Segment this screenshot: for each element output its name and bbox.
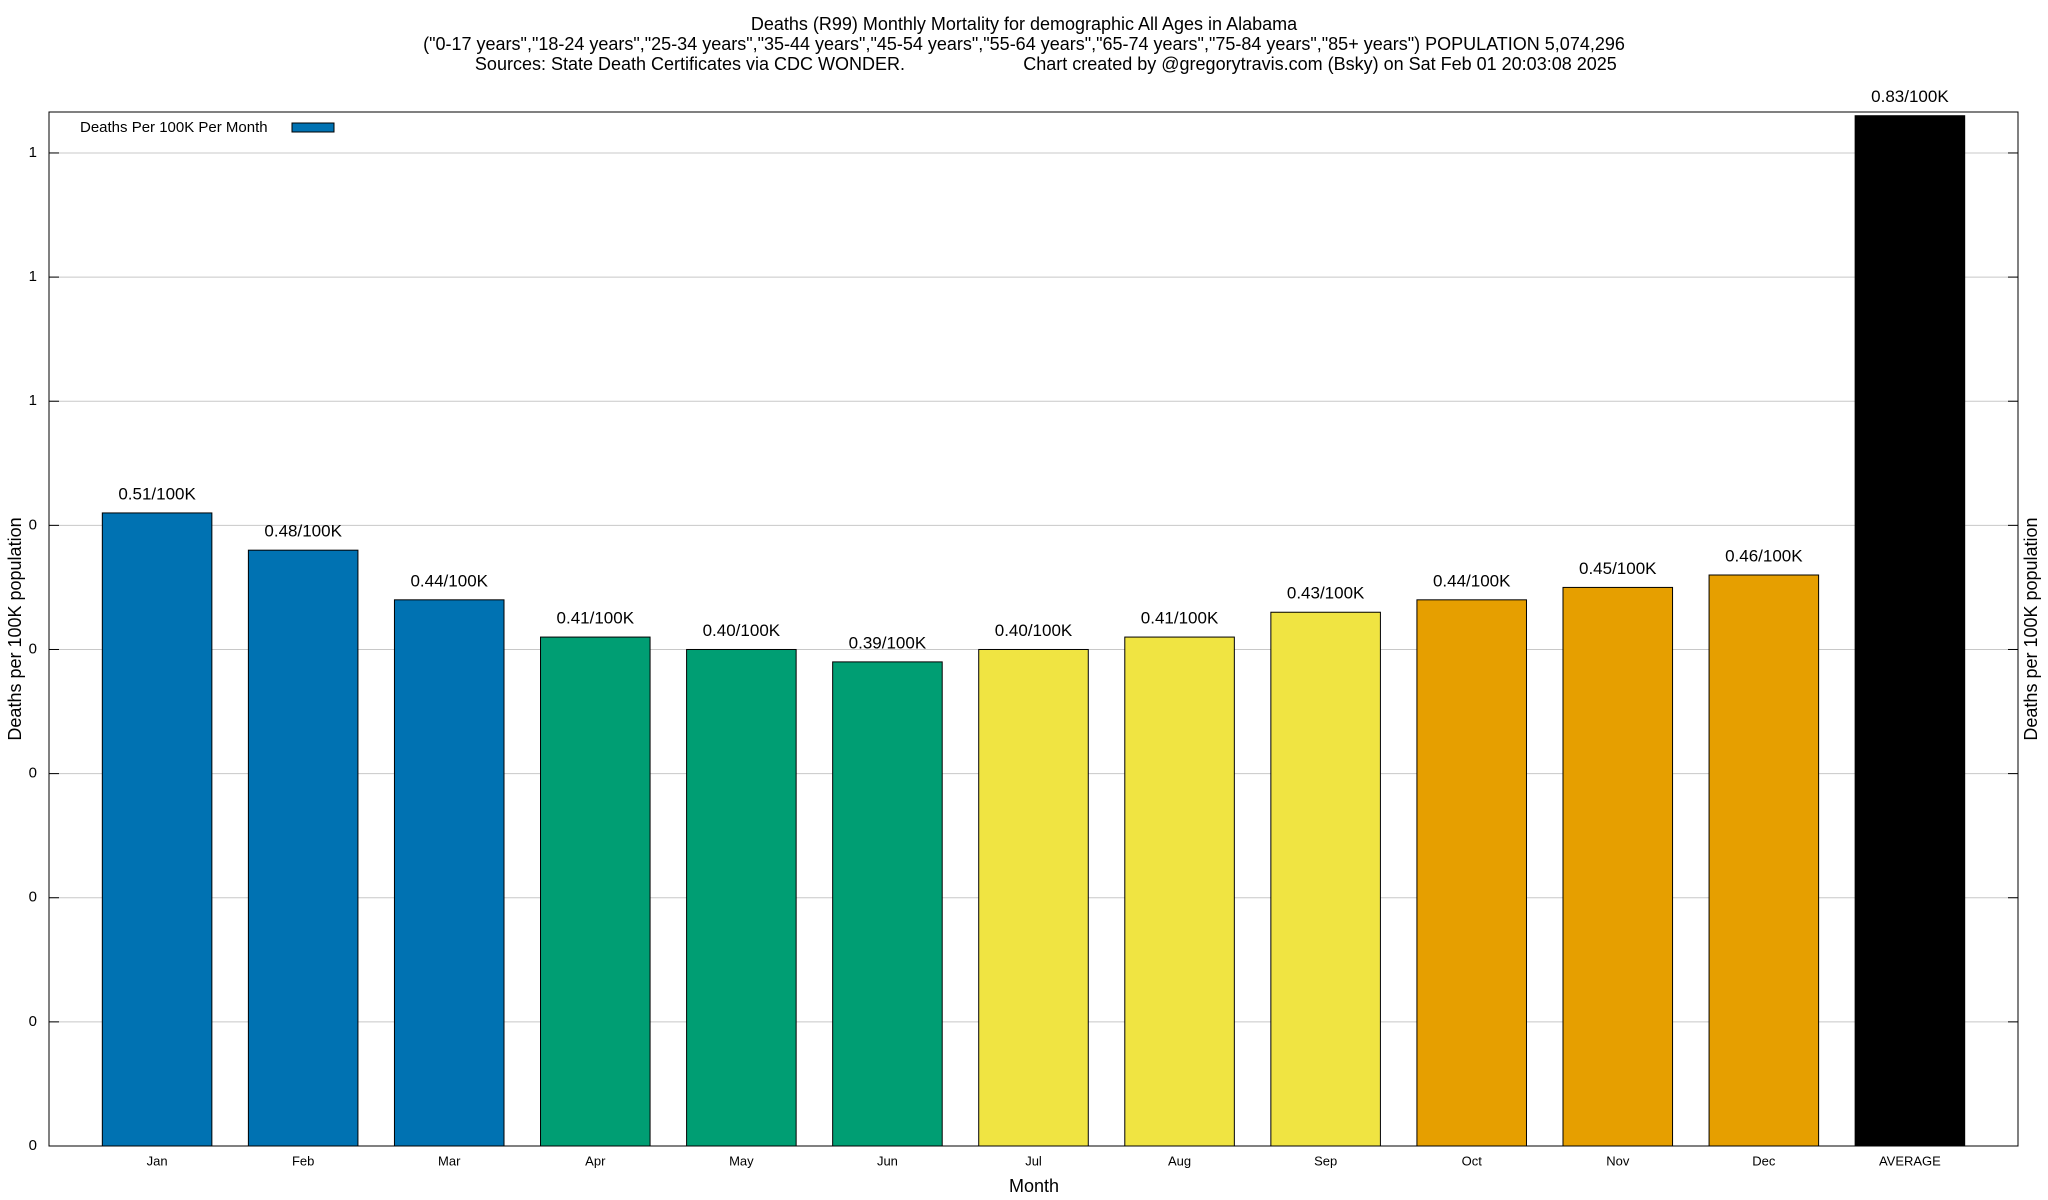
value-label: 0.45/100K — [1579, 559, 1657, 578]
bar — [1854, 115, 1966, 1147]
value-label: 0.41/100K — [557, 609, 635, 628]
y-tick-label: 0 — [29, 516, 37, 533]
x-tick-label: Nov — [1606, 1153, 1630, 1168]
value-label: 0.51/100K — [118, 484, 196, 503]
value-label: 0.43/100K — [1287, 584, 1365, 603]
y-tick-label: 0 — [29, 1137, 37, 1154]
value-label: 0.41/100K — [1141, 609, 1219, 628]
x-tick-label: Feb — [292, 1153, 314, 1168]
bar — [1124, 636, 1235, 1147]
legend-swatch — [291, 122, 335, 133]
y-tick-label: 1 — [29, 268, 37, 285]
value-label: 0.40/100K — [703, 621, 781, 640]
x-tick-label: Sep — [1314, 1153, 1337, 1168]
bar — [101, 512, 213, 1147]
credit: Chart created by @gregorytravis.com (Bsk… — [1023, 54, 1617, 74]
bar — [540, 636, 651, 1147]
bar — [978, 648, 1089, 1147]
x-tick-label: Mar — [438, 1153, 461, 1168]
value-label: 0.46/100K — [1725, 546, 1803, 565]
source: Sources: State Death Certificates via CD… — [475, 54, 905, 74]
x-tick-label: Jan — [147, 1153, 168, 1168]
x-tick-label: Apr — [585, 1153, 606, 1168]
y-tick-label: 0 — [29, 1013, 37, 1030]
y-tick-label: 0 — [29, 765, 37, 782]
value-label: 0.44/100K — [410, 571, 488, 590]
x-tick-label: Jul — [1025, 1153, 1042, 1168]
value-label: 0.40/100K — [995, 621, 1073, 640]
value-label: 0.48/100K — [264, 522, 342, 541]
bar — [832, 661, 943, 1147]
value-label: 0.39/100K — [849, 633, 927, 652]
bar — [1416, 599, 1527, 1147]
bar — [1270, 611, 1381, 1147]
legend-label: Deaths Per 100K Per Month — [80, 119, 268, 136]
y-axis-label-right: Deaths per 100K population — [2021, 517, 2041, 740]
x-tick-label: Dec — [1752, 1153, 1776, 1168]
chart-title: Deaths (R99) Monthly Mortality for demog… — [751, 14, 1298, 34]
chart-subtitle: ("0-17 years","18-24 years","25-34 years… — [423, 34, 1625, 54]
value-label: 0.83/100K — [1871, 87, 1949, 106]
x-tick-label: Oct — [1462, 1153, 1483, 1168]
x-tick-label: AVERAGE — [1879, 1153, 1941, 1168]
bar — [393, 599, 505, 1147]
y-tick-label: 1 — [29, 392, 37, 409]
bar — [686, 648, 797, 1147]
y-axis-label: Deaths per 100K population — [5, 517, 25, 740]
plot-frame — [48, 111, 2019, 1147]
bar — [1562, 586, 1674, 1147]
x-tick-label: Jun — [877, 1153, 898, 1168]
x-tick-label: Aug — [1168, 1153, 1191, 1168]
bar — [1708, 574, 1820, 1147]
value-label: 0.44/100K — [1433, 571, 1511, 590]
x-tick-label: May — [729, 1153, 754, 1168]
y-tick-label: 1 — [29, 144, 37, 161]
y-tick-label: 0 — [29, 640, 37, 657]
x-axis-label: Month — [1009, 1176, 1059, 1196]
bar — [247, 549, 359, 1147]
y-tick-label: 0 — [29, 889, 37, 906]
